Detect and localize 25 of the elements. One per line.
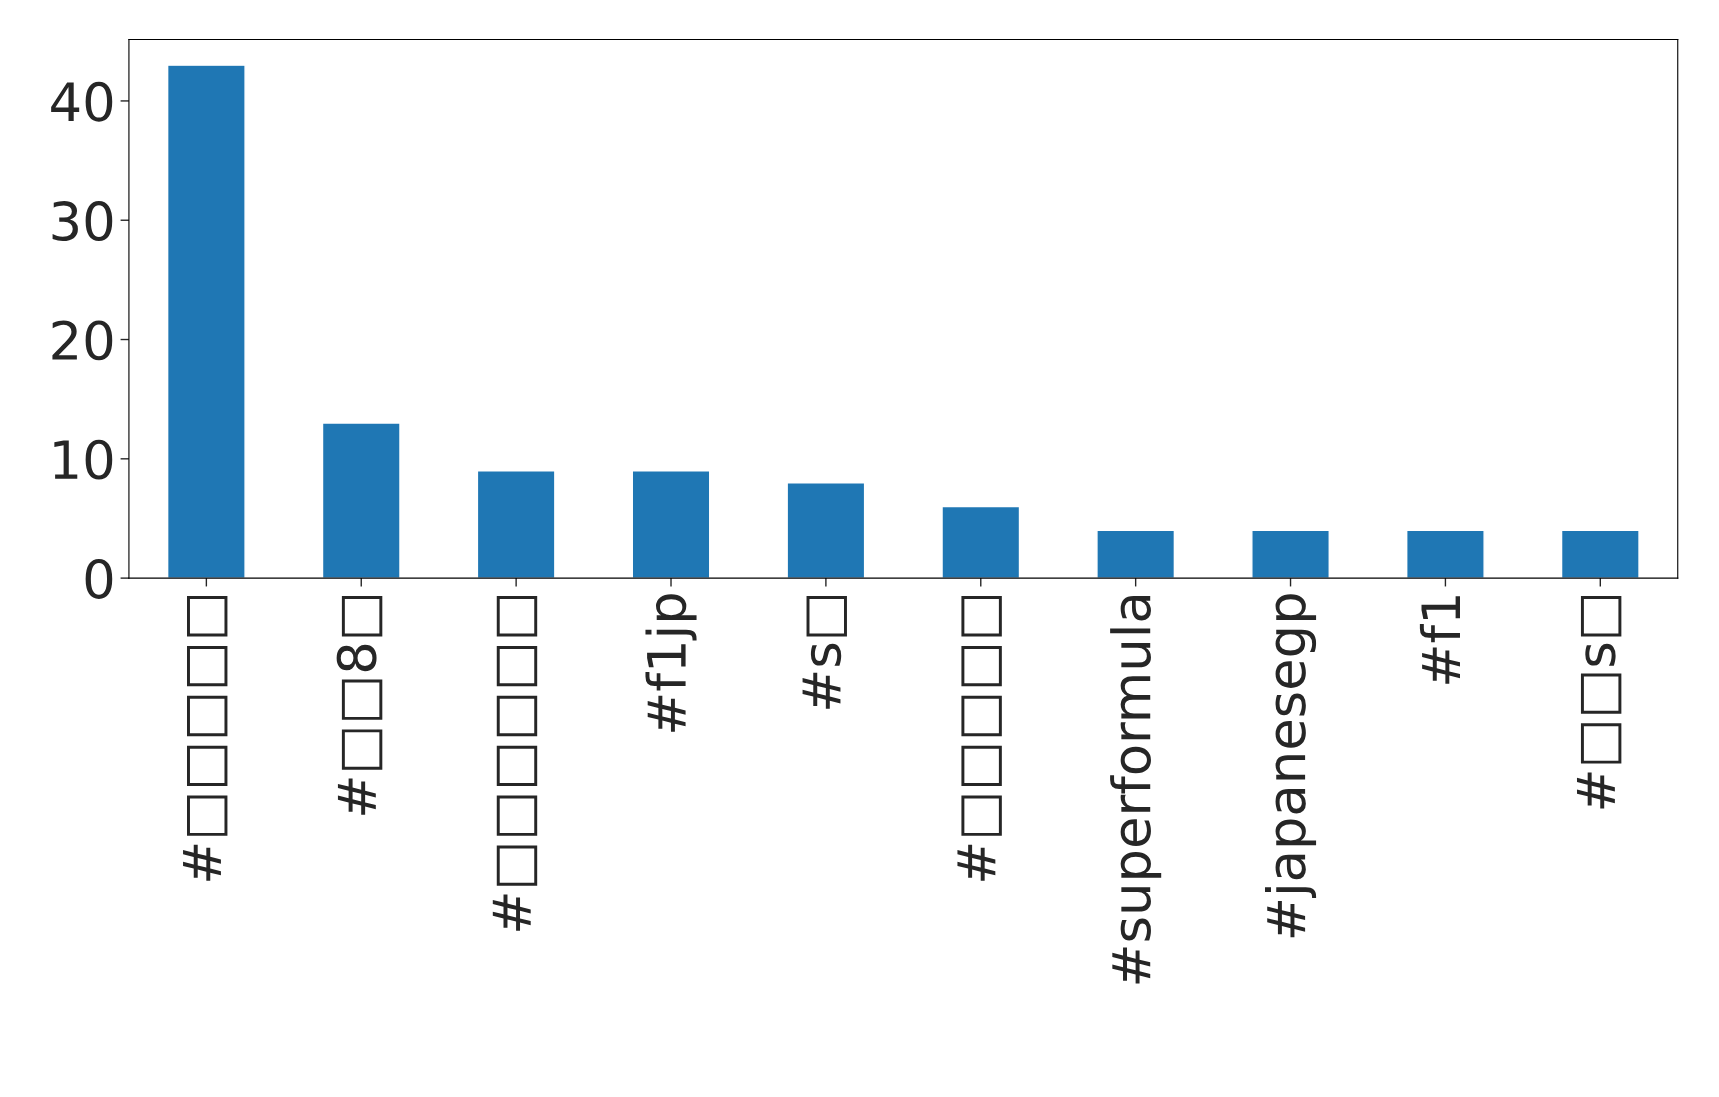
y-tick-label: 0 bbox=[85, 559, 113, 599]
bar bbox=[1560, 529, 1640, 579]
bar bbox=[631, 470, 711, 579]
bar bbox=[1406, 529, 1485, 579]
bar bbox=[321, 422, 401, 579]
y-tick-label: 20 bbox=[52, 320, 113, 361]
bar bbox=[941, 505, 1021, 579]
x-tick-label: #f1jp bbox=[645, 594, 697, 732]
bar bbox=[476, 470, 556, 579]
x-tick-label: #s□ bbox=[802, 596, 847, 709]
y-tick-label: 30 bbox=[52, 201, 113, 242]
y-tick-label: 40 bbox=[51, 81, 113, 122]
x-tick-label: #f1 bbox=[1419, 596, 1460, 684]
x-tick-label: #□□8□ bbox=[336, 596, 383, 815]
x-tick-label: #□□□□□□ bbox=[492, 596, 538, 931]
bar bbox=[166, 64, 246, 579]
x-tick-label: #□□s□ bbox=[1576, 596, 1622, 809]
x-tick-label: #superformula bbox=[1110, 596, 1162, 984]
x-tick-label: #japanesegp bbox=[1265, 594, 1317, 938]
bar bbox=[1096, 529, 1176, 579]
bar bbox=[786, 481, 866, 579]
x-tick-label: #□□□□□ bbox=[183, 596, 228, 881]
y-tick-label: 10 bbox=[54, 439, 113, 480]
x-tick-label: #□□□□□ bbox=[957, 596, 1002, 881]
bar bbox=[1251, 529, 1330, 579]
